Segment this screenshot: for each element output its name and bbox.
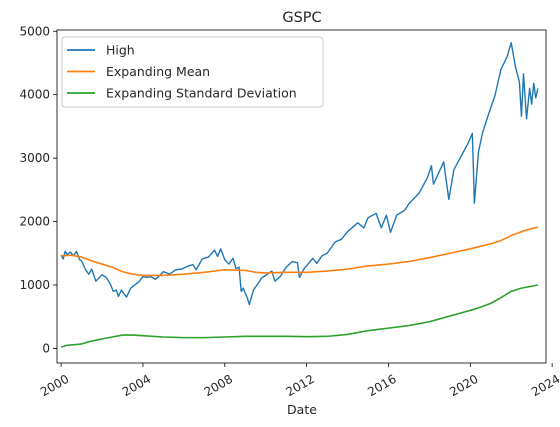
series-line-2 [61, 226, 538, 277]
x-tick-label: 2004 [120, 372, 153, 399]
x-tick-label: 2024 [529, 372, 560, 399]
x-tick-label: 2012 [283, 372, 316, 399]
chart-title: GSPC [282, 10, 321, 26]
y-tick-label: 3000 [19, 151, 50, 165]
series-line-1 [60, 41, 539, 306]
legend-box [61, 36, 324, 108]
x-axis-label: Date [287, 402, 317, 417]
legend-label-1: High [106, 43, 135, 58]
x-tick-label: 2020 [447, 372, 480, 399]
y-tick-label: 0 [42, 341, 50, 355]
series-line-3 [60, 284, 538, 348]
x-tick-label: 2008 [202, 372, 235, 399]
plot-frame [56, 29, 547, 364]
x-tick-label: 2000 [38, 372, 71, 399]
y-tick-label: 4000 [19, 88, 50, 102]
y-tick-label: 1000 [19, 278, 50, 292]
y-tick-label: 2000 [19, 215, 50, 229]
legend-label-3: Expanding Standard Deviation [106, 86, 297, 101]
x-tick-label: 2016 [365, 372, 398, 399]
legend: High Expanding Mean Expanding Standard Dev… [61, 36, 324, 108]
legend-label-2: Expanding Mean [106, 64, 210, 79]
y-tick-label: 5000 [19, 24, 50, 38]
